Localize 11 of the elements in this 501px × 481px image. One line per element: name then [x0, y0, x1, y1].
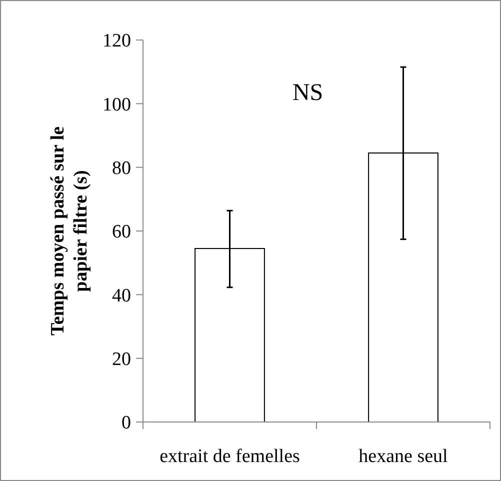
y-axis-title: Temps moyen passé sur le papier filtre (s) [48, 126, 92, 336]
x-tick-label: extrait de femelles [160, 446, 300, 467]
y-tick-label: 0 [122, 412, 131, 434]
x-tick-label: hexane seul [358, 446, 448, 467]
y-tick-label: 40 [112, 285, 131, 306]
y-tick-label: 80 [112, 158, 131, 179]
annotation: NS [292, 80, 324, 106]
y-tick-label: 120 [102, 30, 131, 52]
y-tick-label: 20 [112, 348, 131, 370]
y-tick-label: 60 [112, 222, 131, 243]
y-tick-label: 100 [102, 94, 131, 116]
